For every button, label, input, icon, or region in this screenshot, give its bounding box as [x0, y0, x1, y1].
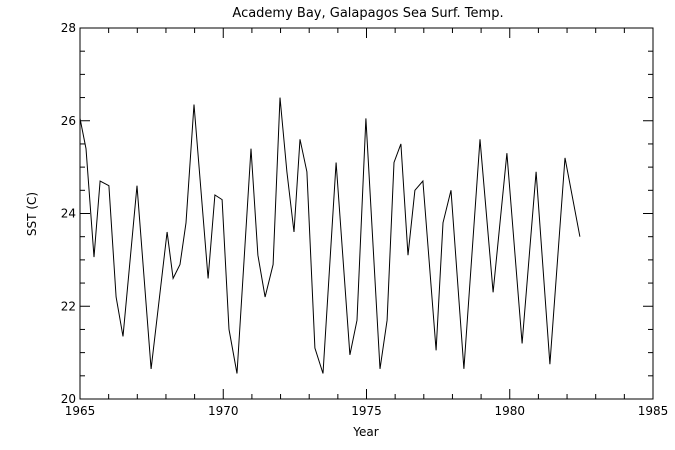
sst-series-line: [79, 97, 581, 374]
axis-ticks: [79, 27, 654, 400]
tick-labels: 1965 1970 1975 1980 1985 20 22 24 26 28: [61, 21, 669, 418]
x-tick-label: 1965: [65, 404, 96, 418]
plot-frame: [79, 27, 654, 400]
y-tick-label: 26: [61, 114, 76, 128]
x-tick-label: 1970: [208, 404, 239, 418]
x-tick-label: 1975: [351, 404, 382, 418]
y-axis-label: SST (C): [25, 192, 39, 236]
x-tick-label: 1985: [638, 404, 669, 418]
x-tick-label: 1980: [494, 404, 525, 418]
y-tick-label: 20: [61, 392, 76, 406]
chart-title: Academy Bay, Galapagos Sea Surf. Temp.: [232, 6, 503, 21]
y-tick-label: 22: [61, 299, 76, 313]
x-axis-label: Year: [352, 425, 378, 439]
y-tick-label: 24: [61, 207, 76, 221]
y-tick-label: 28: [61, 21, 76, 35]
